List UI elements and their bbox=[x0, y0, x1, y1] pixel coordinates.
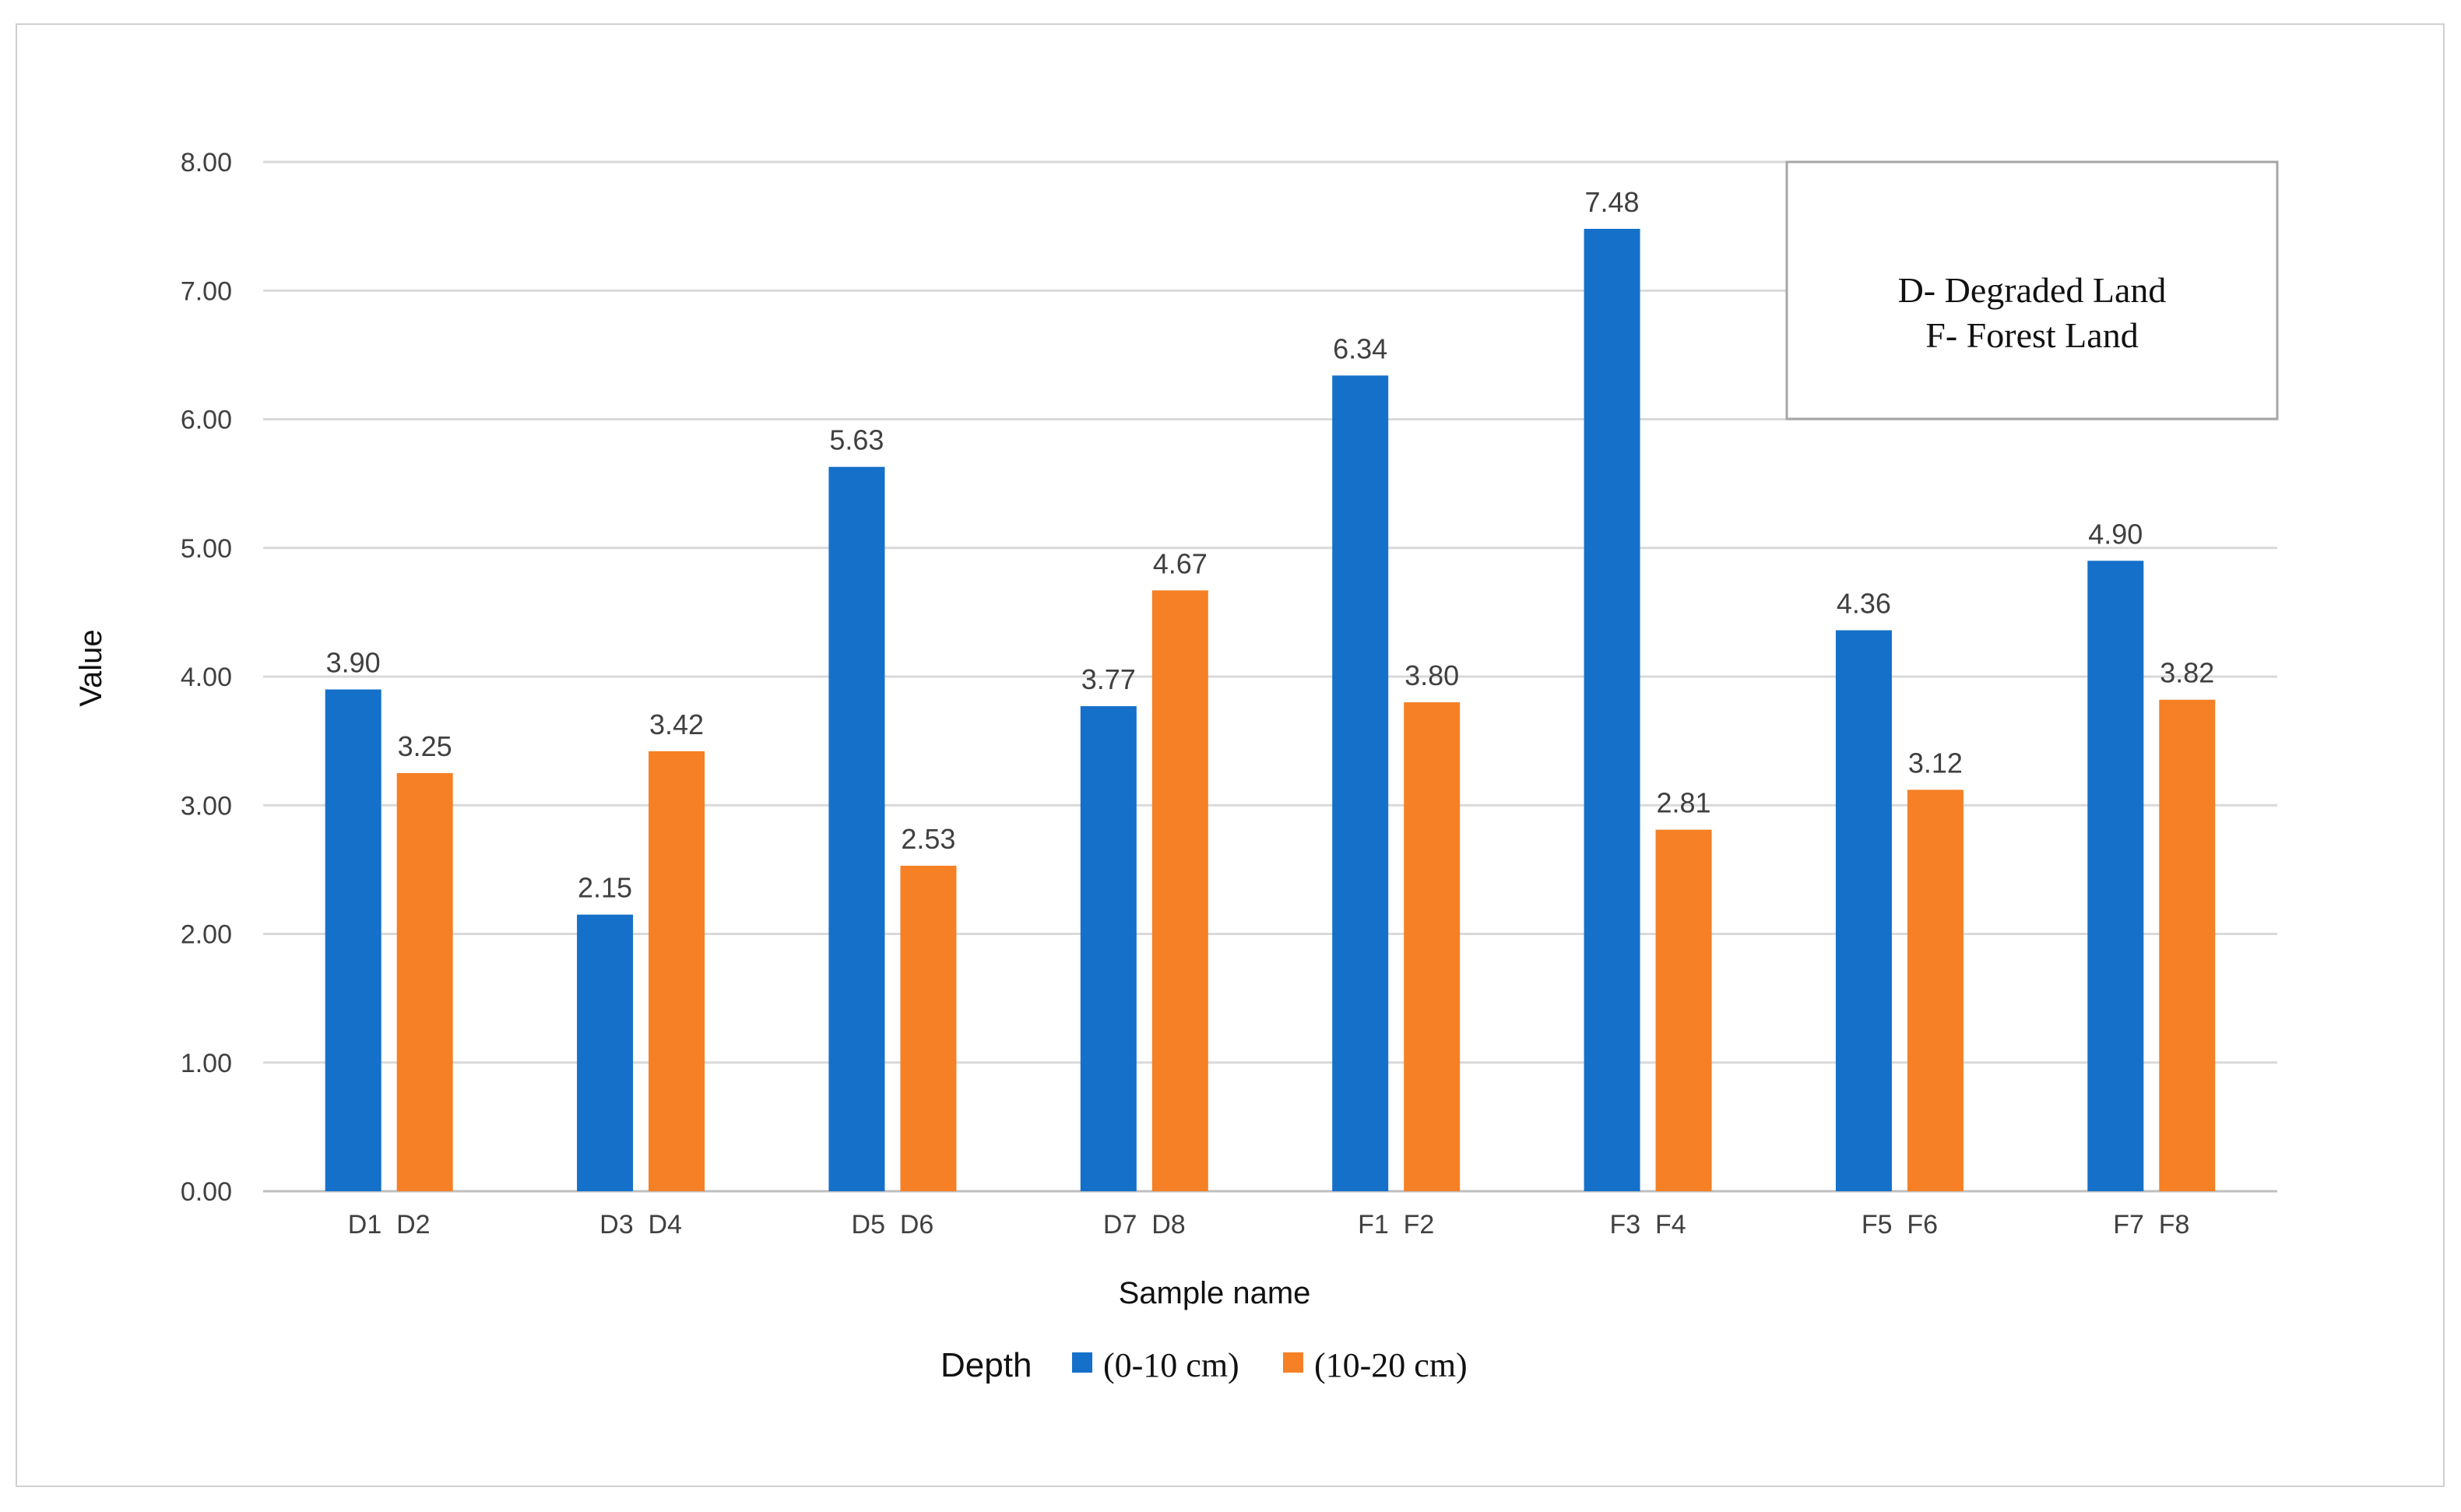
data-label: 3.25 bbox=[398, 730, 452, 762]
legend: Depth (0-10 cm) (10-20 cm) bbox=[940, 1346, 1468, 1384]
data-label: 4.67 bbox=[1153, 547, 1208, 579]
x-axis-title: Sample name bbox=[1119, 1276, 1311, 1310]
data-label: 2.81 bbox=[1657, 787, 1711, 819]
x-tick-label: D1 D2 bbox=[348, 1210, 431, 1239]
bar-0-10cm bbox=[1332, 375, 1389, 1192]
bar-10-20cm bbox=[900, 865, 957, 1191]
y-tick-label: 3.00 bbox=[181, 791, 232, 821]
annotation-line-2: F- Forest Land bbox=[1925, 315, 2138, 355]
x-tick-label: F3 F4 bbox=[1609, 1210, 1686, 1239]
data-label: 4.90 bbox=[2088, 518, 2143, 550]
x-tick-label: D7 D8 bbox=[1103, 1210, 1186, 1239]
data-label: 3.82 bbox=[2160, 657, 2214, 689]
legend-label-10-20: (10-20 cm) bbox=[1314, 1346, 1468, 1384]
data-label: 3.80 bbox=[1405, 659, 1459, 691]
x-tick-label: F7 F8 bbox=[2113, 1210, 2189, 1239]
y-tick-label: 7.00 bbox=[181, 276, 232, 306]
data-label: 5.63 bbox=[829, 424, 884, 456]
data-label: 3.90 bbox=[326, 647, 381, 679]
bar-10-20cm bbox=[649, 751, 705, 1191]
legend-title: Depth bbox=[940, 1346, 1032, 1384]
y-tick-label: 6.00 bbox=[181, 406, 232, 435]
y-axis-title: Value bbox=[74, 629, 108, 706]
bar-0-10cm bbox=[1584, 228, 1640, 1192]
legend-swatch-10-20 bbox=[1283, 1352, 1303, 1373]
bar-10-20cm bbox=[396, 772, 453, 1191]
x-tick-label: D5 D6 bbox=[852, 1210, 934, 1239]
y-tick-label: 0.00 bbox=[181, 1177, 232, 1207]
bar-0-10cm bbox=[828, 466, 885, 1191]
annotation-line-1: D- Degraded Land bbox=[1898, 270, 2167, 310]
x-axis-categories: D1 D2 D3 D4 D5 D6 D7 D8 F1 F2 F3 F4 F5 F6 F7 F8 bbox=[348, 1210, 2190, 1239]
data-label: 3.42 bbox=[649, 709, 704, 740]
legend-label-0-10: (0-10 cm) bbox=[1103, 1346, 1239, 1384]
bar-10-20cm bbox=[1907, 789, 1964, 1191]
y-axis-ticks: 0.00 1.00 2.00 3.00 4.00 5.00 6.00 7.00 8.00 bbox=[181, 148, 232, 1207]
data-label: 7.48 bbox=[1585, 186, 1640, 218]
data-label: 3.12 bbox=[1908, 747, 1963, 779]
data-label: 4.36 bbox=[1837, 588, 1891, 620]
bar-0-10cm bbox=[325, 689, 381, 1191]
bar-10-20cm bbox=[1151, 590, 1208, 1191]
bars bbox=[325, 228, 2216, 1192]
bar-0-10cm bbox=[2087, 561, 2144, 1191]
data-label: 3.77 bbox=[1081, 663, 1136, 695]
data-label: 2.53 bbox=[901, 823, 955, 855]
legend-swatch-0-10 bbox=[1072, 1352, 1092, 1373]
y-tick-label: 1.00 bbox=[181, 1049, 232, 1078]
bar-0-10cm bbox=[1835, 630, 1892, 1191]
x-tick-label: F1 F2 bbox=[1358, 1210, 1434, 1239]
x-tick-label: D3 D4 bbox=[599, 1210, 682, 1239]
bar-10-20cm bbox=[1655, 829, 1712, 1191]
data-label: 2.15 bbox=[578, 872, 632, 904]
bar-0-10cm bbox=[577, 914, 634, 1191]
y-tick-label: 8.00 bbox=[181, 148, 232, 178]
y-tick-label: 4.00 bbox=[181, 663, 232, 692]
bar-10-20cm bbox=[2159, 699, 2216, 1191]
x-tick-label: F5 F6 bbox=[1862, 1210, 1938, 1239]
annotation-border bbox=[1785, 160, 2279, 420]
bar-0-10cm bbox=[1080, 706, 1137, 1191]
annotation-box: D- Degraded Land F- Forest Land bbox=[1785, 160, 2279, 420]
data-labels: 3.90 3.25 2.15 3.42 5.63 2.53 3.77 4.67 6.34 3.80… bbox=[326, 186, 2215, 904]
data-label: 6.34 bbox=[1333, 332, 1387, 364]
bar-10-20cm bbox=[1404, 702, 1461, 1191]
y-tick-label: 2.00 bbox=[181, 920, 232, 950]
y-tick-label: 5.00 bbox=[181, 534, 232, 564]
